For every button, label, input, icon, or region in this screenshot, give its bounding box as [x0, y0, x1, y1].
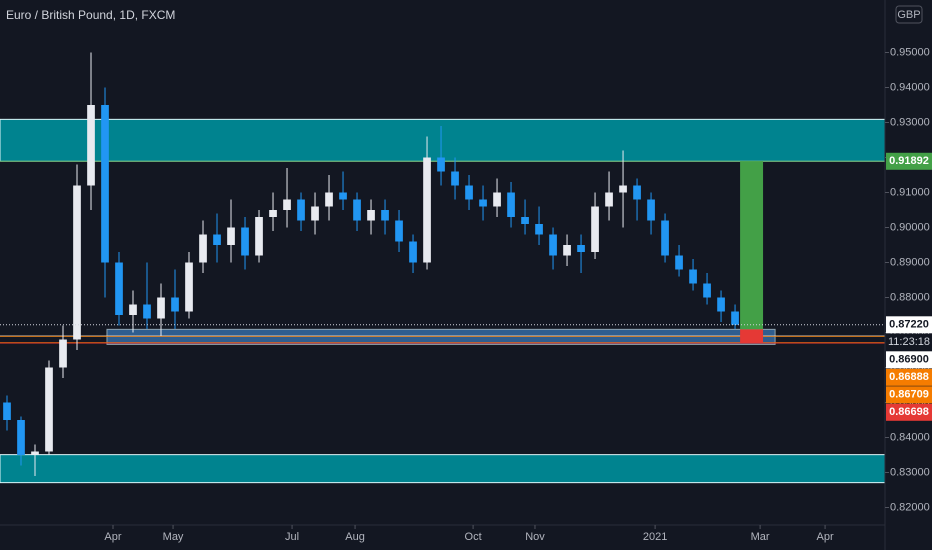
y-tick-label: 0.91000	[890, 186, 930, 198]
candle-body	[241, 227, 249, 256]
candle-body	[227, 227, 235, 245]
price-label: 0.87220	[889, 319, 929, 331]
x-tick-label: Oct	[465, 531, 482, 543]
candle-body	[185, 262, 193, 312]
price-label-box	[886, 368, 932, 386]
price-label: 0.86698	[889, 406, 929, 418]
candle-body	[353, 199, 361, 221]
y-tick-label: 0.93000	[890, 116, 930, 128]
candle-body	[73, 185, 81, 340]
price-label-box	[886, 351, 932, 369]
x-tick-label: Apr	[817, 531, 834, 543]
candle-body	[521, 217, 529, 224]
candle-body	[451, 171, 459, 186]
candle-body	[577, 245, 585, 252]
price-label: 0.86709	[889, 389, 929, 401]
candle-body	[367, 210, 375, 221]
candle-body	[101, 105, 109, 263]
candle-body	[563, 245, 571, 256]
candle-body	[45, 367, 53, 452]
candle-body	[115, 262, 123, 315]
currency-badge	[895, 5, 923, 24]
candle-body	[213, 234, 221, 245]
y-tick-label: 0.90000	[890, 221, 930, 233]
y-tick-label: 0.83000	[890, 466, 930, 478]
candle-body	[381, 210, 389, 221]
candle-body	[129, 304, 137, 315]
x-tick-label: Nov	[525, 531, 545, 543]
y-tick-label: 0.82000	[890, 501, 930, 513]
candle-body	[549, 234, 557, 256]
x-tick-label: Mar	[751, 531, 770, 543]
candle-body	[535, 224, 543, 235]
zone	[0, 454, 886, 484]
candle-body	[311, 206, 319, 221]
price-label-box	[886, 386, 932, 404]
y-tick-label: 0.94000	[890, 81, 930, 93]
candle-body	[409, 241, 417, 263]
candle-body	[339, 192, 347, 200]
candle-body	[143, 304, 151, 319]
price-label: 0.86900	[889, 354, 929, 366]
candle-body	[255, 217, 263, 256]
chart-title: Euro / British Pound, 1D, FXCM	[6, 8, 175, 22]
candle-body	[689, 269, 697, 284]
candle-body	[717, 297, 725, 312]
candle-body	[87, 105, 95, 186]
price-label: 0.91892	[889, 155, 929, 167]
candle-body	[157, 297, 165, 319]
candle-body	[479, 199, 487, 207]
candle-body	[297, 199, 305, 221]
x-tick-label: Jul	[285, 531, 299, 543]
y-tick-label: 0.84000	[890, 431, 930, 443]
position-profit	[740, 161, 764, 330]
currency: GBP	[897, 9, 920, 21]
price-label-box	[886, 152, 932, 170]
x-tick-label: Apr	[104, 531, 121, 543]
zone	[0, 118, 886, 162]
candle-body	[507, 192, 515, 217]
countdown-box	[886, 333, 932, 351]
position-loss	[740, 329, 764, 344]
candle-body	[675, 255, 683, 270]
y-tick-label: 0.89000	[890, 256, 930, 268]
candle-body	[31, 451, 39, 455]
candle-body	[395, 220, 403, 242]
candle-body	[171, 297, 179, 312]
candle-body	[591, 206, 599, 252]
candle-body	[661, 220, 669, 256]
candle-body	[465, 185, 473, 200]
x-tick-label: 2021	[643, 531, 667, 543]
candle-body	[633, 185, 641, 200]
x-tick-label: Aug	[345, 531, 365, 543]
candle-body	[269, 210, 277, 217]
candle-body	[647, 199, 655, 221]
candle-body	[283, 199, 291, 210]
candle-body	[199, 234, 207, 263]
candle-body	[437, 157, 445, 172]
countdown: 11:23:18	[888, 336, 930, 348]
candle-body	[619, 185, 627, 193]
candle-body	[3, 402, 11, 420]
candle-body	[731, 311, 739, 325]
candle-body	[605, 192, 613, 207]
candle-body	[17, 420, 25, 455]
candle-body	[325, 192, 333, 207]
candle-body	[423, 157, 431, 263]
candle-body	[703, 283, 711, 298]
price-label-box	[886, 316, 932, 334]
x-tick-label: May	[163, 531, 184, 543]
candle-body	[59, 339, 67, 368]
price-label-box	[886, 403, 932, 421]
candle-body	[493, 192, 501, 207]
y-tick-label: 0.88000	[890, 291, 930, 303]
y-tick-label: 0.95000	[890, 46, 930, 58]
plot-area	[0, 52, 886, 484]
price-label: 0.86888	[889, 371, 929, 383]
